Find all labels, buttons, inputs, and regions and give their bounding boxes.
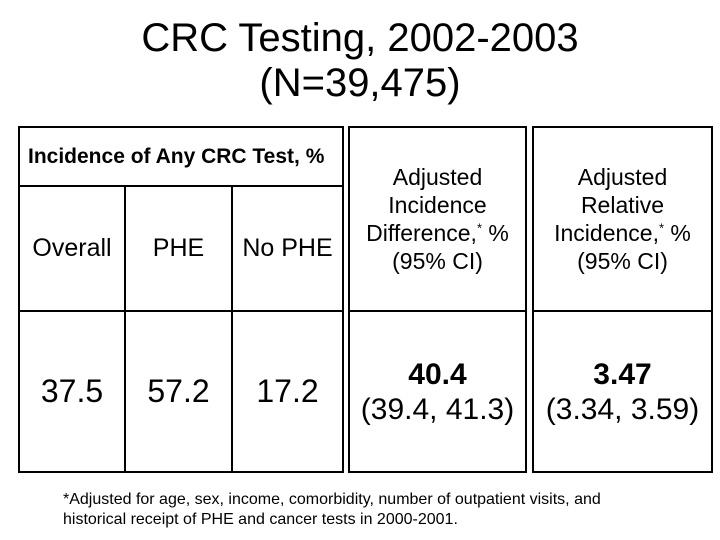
diff-header-line2: Incidence bbox=[388, 192, 487, 218]
value-phe: 57.2 bbox=[126, 312, 233, 471]
footnote-line2: historical receipt of PHE and cancer tes… bbox=[63, 511, 458, 528]
diff-header-word: Difference, bbox=[366, 220, 477, 246]
diff-box-value-cell: 40.4 (39.4, 41.3) bbox=[350, 312, 525, 471]
rel-header-ci-label: (95% CI) bbox=[577, 248, 668, 274]
diff-header-line1: Adjusted bbox=[392, 164, 483, 190]
diff-header-percent: % bbox=[482, 220, 509, 246]
diff-header-ci-label: (95% CI) bbox=[392, 248, 483, 274]
column-header-no-phe: No PHE bbox=[233, 187, 342, 312]
value-overall: 37.5 bbox=[20, 312, 126, 471]
slide-title-line1: CRC Testing, 2002-2003 bbox=[141, 16, 579, 60]
diff-header-asterisk: * bbox=[476, 220, 483, 236]
footnote-line1: *Adjusted for age, sex, income, comorbid… bbox=[63, 491, 601, 508]
value-no-phe: 17.2 bbox=[256, 373, 319, 409]
column-header-overall: Overall bbox=[20, 187, 126, 312]
rel-header-line2: Relative bbox=[580, 192, 665, 218]
diff-ci: (39.4, 41.3) bbox=[360, 392, 515, 426]
diff-header-line3: Difference,* % bbox=[350, 219, 525, 247]
diff-box-header: Adjusted Incidence Difference,* % (95% C… bbox=[350, 128, 525, 312]
rel-value: 3.47 bbox=[593, 357, 652, 391]
rel-box-header: Adjusted Relative Incidence,* % (95% CI) bbox=[534, 128, 711, 312]
adjusted-relative-incidence-box: Adjusted Relative Incidence,* % (95% CI)… bbox=[532, 126, 713, 473]
rel-header-line1: Adjusted bbox=[577, 164, 668, 190]
footnote: *Adjusted for age, sex, income, comorbid… bbox=[63, 490, 713, 530]
rel-box-value-cell: 3.47 (3.34, 3.59) bbox=[534, 312, 711, 471]
rel-header-asterisk: * bbox=[658, 220, 665, 236]
rel-header-line3: Incidence,* % bbox=[534, 219, 711, 247]
rel-header-word: Incidence, bbox=[554, 220, 659, 246]
column-header-phe: PHE bbox=[126, 187, 233, 312]
rel-header-percent: % bbox=[664, 220, 691, 246]
adjusted-incidence-difference-box: Adjusted Incidence Difference,* % (95% C… bbox=[348, 126, 527, 473]
slide-title: CRC Testing, 2002-2003 (N=39,475) bbox=[0, 16, 720, 106]
rel-ci: (3.34, 3.59) bbox=[545, 392, 700, 426]
slide-title-line2: (N=39,475) bbox=[259, 61, 461, 105]
incidence-table: Incidence of Any CRC Test, % Overall PHE… bbox=[18, 126, 344, 473]
diff-value: 40.4 bbox=[408, 357, 467, 391]
incidence-table-header: Incidence of Any CRC Test, % bbox=[20, 128, 342, 187]
